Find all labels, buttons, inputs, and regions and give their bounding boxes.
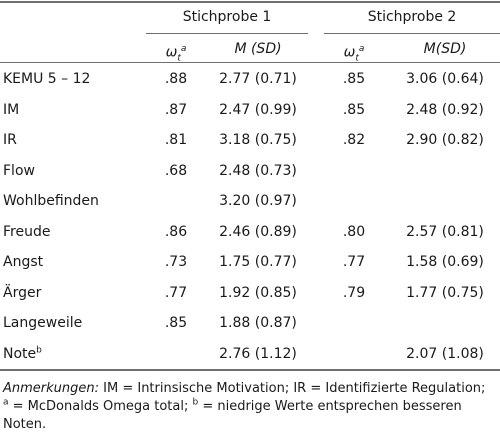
group-header-sample-2: Stichprobe 2 bbox=[367, 9, 457, 25]
omega-value-sample-2: .85 bbox=[342, 102, 366, 118]
row-label-text: Freude bbox=[3, 224, 51, 240]
msd-value-sample-2: 2.48 (0.92) bbox=[406, 102, 484, 118]
omega-header-1: ωta bbox=[165, 44, 187, 64]
row-label-text: Ärger bbox=[3, 285, 42, 301]
table-notes: Anmerkungen: IM = Intrinsische Motivatio… bbox=[3, 380, 500, 434]
row-label: Wohlbefinden bbox=[3, 192, 99, 210]
notes-line-2: a = McDonalds Omega total; b = niedrige … bbox=[3, 398, 500, 434]
omega-value-sample-2: .82 bbox=[342, 132, 366, 148]
row-label-footnote-mark: b bbox=[36, 345, 42, 356]
row-label: Langeweile bbox=[3, 314, 82, 332]
omega-value-sample-2: .80 bbox=[342, 224, 366, 240]
group-2-underline bbox=[324, 33, 500, 34]
omega-value-sample-2: .77 bbox=[342, 254, 366, 270]
notes-line-2a-text: = McDonalds Omega total; bbox=[8, 399, 193, 414]
notes-line-1: Anmerkungen: IM = Intrinsische Motivatio… bbox=[3, 380, 500, 398]
row-label: Noteb bbox=[3, 345, 42, 363]
msd-value-sample-1: 2.76 (1.12) bbox=[219, 346, 297, 362]
row-label: IM bbox=[3, 101, 19, 119]
msd-value-sample-1: 1.88 (0.87) bbox=[219, 315, 297, 331]
msd-value-sample-2: 1.58 (0.69) bbox=[406, 254, 484, 270]
msd-value-sample-2: 2.57 (0.81) bbox=[406, 224, 484, 240]
row-label: IR bbox=[3, 131, 17, 149]
row-label-text: Wohlbefinden bbox=[3, 193, 99, 209]
omega-header-2: ωta bbox=[343, 44, 365, 64]
note-mark-b: b bbox=[192, 397, 199, 408]
row-label: Ärger bbox=[3, 284, 41, 302]
omega-value-sample-1: .73 bbox=[164, 254, 188, 270]
notes-prefix: Anmerkungen: bbox=[3, 381, 100, 396]
msd-value-sample-1: 2.77 (0.71) bbox=[219, 71, 297, 87]
msd-header-1: M (SD) bbox=[234, 41, 282, 57]
omega-value-sample-1: .77 bbox=[164, 285, 188, 301]
omega-value-sample-1: .88 bbox=[164, 71, 188, 87]
row-label: Freude bbox=[3, 223, 50, 241]
table-bottom-rule bbox=[0, 369, 500, 371]
omega-value-sample-1: .86 bbox=[164, 224, 188, 240]
row-label-text: KEMU 5 – 12 bbox=[3, 71, 91, 87]
msd-value-sample-1: 3.20 (0.97) bbox=[219, 193, 297, 209]
row-label-text: Note bbox=[3, 346, 37, 362]
omega-value-sample-1: .85 bbox=[164, 315, 188, 331]
msd-value-sample-1: 1.92 (0.85) bbox=[219, 285, 297, 301]
row-label: Flow bbox=[3, 162, 35, 180]
omega-value-sample-1: .81 bbox=[164, 132, 188, 148]
msd-value-sample-2: 3.06 (0.64) bbox=[406, 71, 484, 87]
row-label-text: IR bbox=[3, 132, 17, 148]
row-label-text: Langeweile bbox=[3, 315, 83, 331]
row-label-text: Angst bbox=[3, 254, 44, 270]
msd-value-sample-1: 2.47 (0.99) bbox=[219, 102, 297, 118]
omega-value-sample-1: .68 bbox=[164, 163, 188, 179]
omega-value-sample-2: .79 bbox=[342, 285, 366, 301]
row-label: Angst bbox=[3, 253, 43, 271]
msd-value-sample-2: 2.90 (0.82) bbox=[406, 132, 484, 148]
note-mark-a: a bbox=[3, 397, 9, 408]
msd-value-sample-1: 1.75 (0.77) bbox=[219, 254, 297, 270]
omega-value-sample-1: .87 bbox=[164, 102, 188, 118]
msd-header-2: M(SD) bbox=[423, 41, 467, 57]
row-label: KEMU 5 – 12 bbox=[3, 70, 90, 88]
msd-value-sample-1: 3.18 (0.75) bbox=[219, 132, 297, 148]
msd-value-sample-1: 2.48 (0.73) bbox=[219, 163, 297, 179]
row-label-text: IM bbox=[3, 102, 20, 118]
row-label-text: Flow bbox=[3, 163, 35, 179]
msd-value-sample-2: 2.07 (1.08) bbox=[406, 346, 484, 362]
group-header-sample-1: Stichprobe 1 bbox=[182, 9, 272, 25]
omega-value-sample-2: .85 bbox=[342, 71, 366, 87]
header-rule bbox=[0, 62, 500, 63]
msd-value-sample-2: 1.77 (0.75) bbox=[406, 285, 484, 301]
msd-value-sample-1: 2.46 (0.89) bbox=[219, 224, 297, 240]
table-top-rule bbox=[0, 1, 500, 3]
group-1-underline bbox=[146, 33, 308, 34]
notes-line-1-text: IM = Intrinsische Motivation; IR = Ident… bbox=[99, 381, 486, 396]
